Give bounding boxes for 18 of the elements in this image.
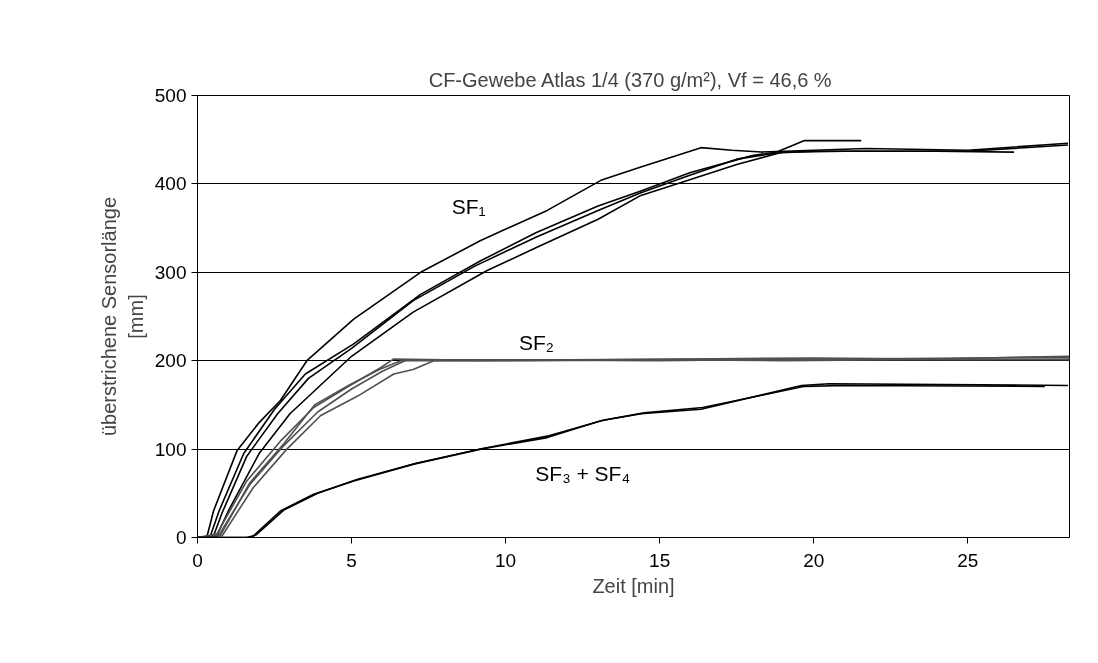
x-tick-label: 10 (495, 549, 517, 571)
annotation: SF₁ (451, 195, 486, 219)
annotation: SF₃ + SF₄ (535, 462, 631, 486)
y-tick-label: 300 (154, 261, 187, 283)
y-tick-label: 100 (154, 438, 187, 460)
x-axis-title: Zeit [min] (592, 574, 675, 597)
x-tick-label: 0 (192, 549, 203, 571)
x-tick-label: 20 (803, 549, 825, 571)
annotation: SF₂ (518, 330, 554, 354)
x-tick-label: 15 (649, 549, 671, 571)
y-tick-label: 200 (154, 350, 187, 372)
y-axis-title: überstrichene Sensorlänge [mm] (98, 196, 147, 437)
y-tick-label: 400 (154, 173, 187, 195)
x-tick-label: 25 (957, 549, 979, 571)
chart-title: CF-Gewebe Atlas 1/4 (370 g/m²), Vf = 46,6 % (428, 68, 832, 91)
x-tick-label: 5 (346, 549, 357, 571)
y-tick-label: 0 (175, 527, 187, 548)
y-tick-label: 500 (154, 85, 187, 106)
